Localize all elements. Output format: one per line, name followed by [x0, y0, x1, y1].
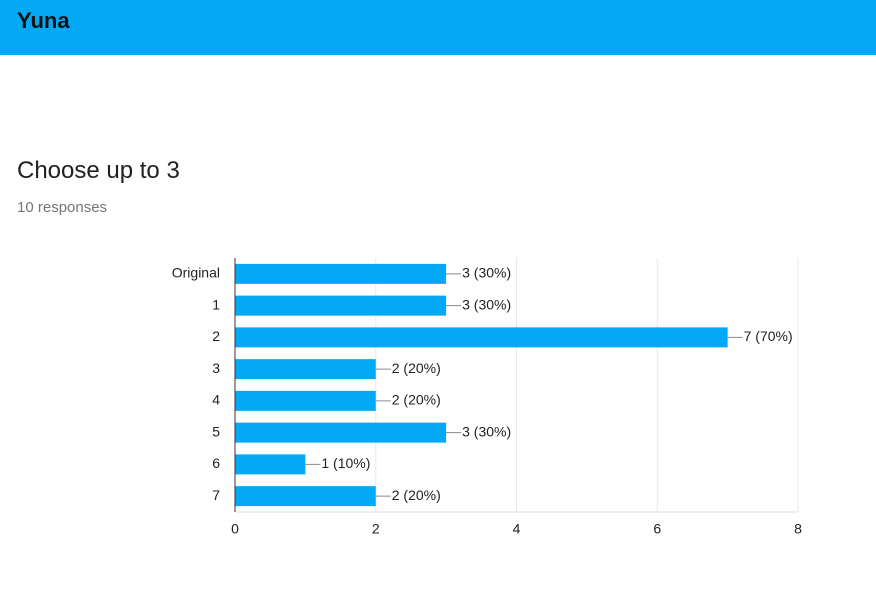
- y-tick-label: 3: [212, 360, 220, 376]
- y-tick-label: 4: [212, 392, 220, 408]
- data-label: 3 (30%): [462, 423, 511, 439]
- data-label: 2 (20%): [392, 392, 441, 408]
- bar: [235, 327, 728, 348]
- data-label: 2 (20%): [392, 360, 441, 376]
- y-tick-label: 6: [212, 455, 220, 471]
- y-tick-label: 1: [212, 296, 220, 312]
- y-tick-label: 7: [212, 487, 220, 503]
- bar: [235, 295, 447, 316]
- x-tick-label: 4: [513, 521, 521, 537]
- data-label: 3 (30%): [462, 265, 511, 281]
- bar: [235, 359, 376, 380]
- question-title: Choose up to 3: [17, 157, 180, 184]
- header-title: Yuna: [17, 8, 70, 33]
- data-label: 1 (10%): [321, 455, 370, 471]
- response-count: 10 responses: [17, 199, 108, 216]
- x-tick-label: 6: [653, 521, 661, 537]
- data-label: 7 (70%): [744, 328, 793, 344]
- bar: [235, 454, 306, 475]
- y-tick-label: Original: [172, 265, 220, 281]
- data-label: 2 (20%): [392, 487, 441, 503]
- x-tick-label: 0: [231, 521, 239, 537]
- y-tick-label: 5: [212, 423, 220, 439]
- bar: [235, 263, 447, 284]
- bar: [235, 390, 376, 411]
- y-tick-label: 2: [212, 328, 220, 344]
- bar: [235, 422, 447, 443]
- header-bar: Yuna: [0, 0, 876, 55]
- x-tick-label: 8: [794, 521, 802, 537]
- bar: [235, 486, 376, 507]
- data-label: 3 (30%): [462, 296, 511, 312]
- x-tick-label: 2: [372, 521, 380, 537]
